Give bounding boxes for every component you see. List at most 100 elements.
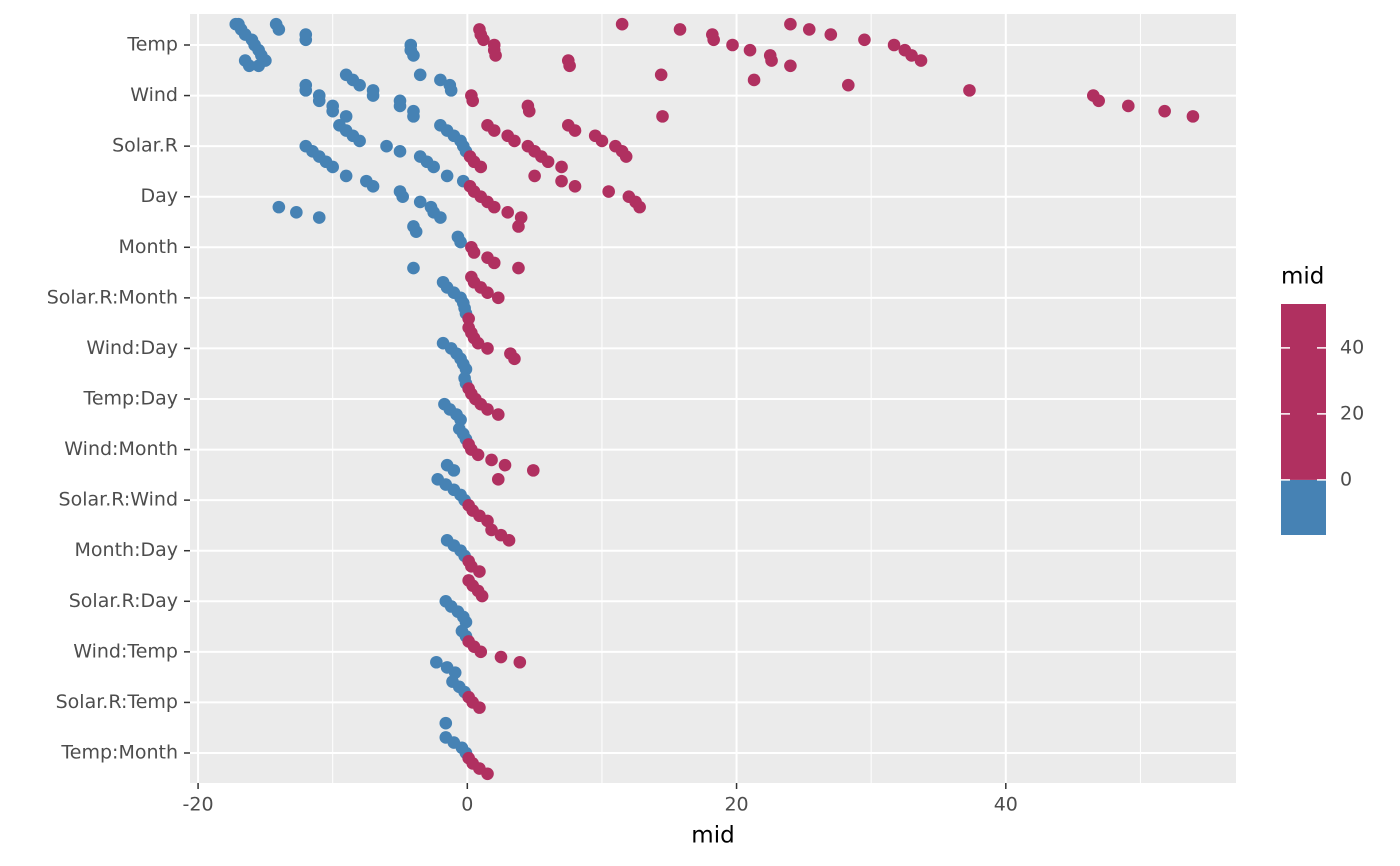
point bbox=[498, 458, 512, 472]
point bbox=[487, 124, 501, 137]
point bbox=[427, 160, 440, 174]
point bbox=[312, 211, 326, 224]
point bbox=[1122, 99, 1135, 113]
point bbox=[914, 54, 928, 67]
y-tick-label: Wind bbox=[130, 84, 178, 106]
point bbox=[633, 200, 646, 214]
y-tick-label: Solar.R:Wind bbox=[59, 489, 178, 511]
point bbox=[326, 160, 339, 174]
point bbox=[485, 523, 498, 537]
point bbox=[784, 59, 797, 73]
point bbox=[491, 408, 505, 421]
point bbox=[299, 84, 313, 97]
point bbox=[407, 261, 420, 275]
point bbox=[654, 68, 668, 82]
point bbox=[407, 49, 420, 62]
y-tick-label: Day bbox=[140, 185, 178, 207]
point bbox=[471, 448, 485, 462]
point bbox=[413, 68, 427, 82]
y-tick-label: Solar.R:Month bbox=[47, 286, 178, 308]
point bbox=[489, 49, 502, 62]
colorbar-negative bbox=[1281, 479, 1326, 535]
colorbar-positive bbox=[1281, 304, 1326, 480]
point bbox=[413, 195, 427, 209]
y-tick-label: Temp:Month bbox=[60, 742, 178, 764]
point bbox=[595, 134, 609, 148]
point bbox=[272, 200, 286, 214]
point bbox=[526, 464, 540, 477]
y-tick-label: Wind:Month bbox=[64, 438, 178, 460]
point bbox=[473, 701, 486, 714]
point bbox=[339, 110, 353, 123]
point bbox=[487, 256, 501, 270]
point bbox=[326, 104, 339, 118]
point bbox=[393, 99, 407, 113]
point bbox=[477, 33, 490, 47]
point bbox=[407, 110, 420, 123]
y-tick-label: Temp bbox=[126, 34, 178, 56]
point bbox=[487, 200, 501, 214]
point bbox=[726, 38, 739, 52]
point bbox=[502, 534, 516, 547]
y-tick-label: Solar.R:Day bbox=[69, 590, 178, 612]
point bbox=[467, 246, 481, 259]
point bbox=[339, 169, 353, 183]
x-tick-label: -20 bbox=[183, 794, 214, 816]
point bbox=[353, 134, 366, 148]
point bbox=[447, 464, 461, 477]
point bbox=[765, 54, 778, 67]
point bbox=[396, 190, 410, 204]
point bbox=[1186, 110, 1200, 123]
point bbox=[784, 17, 797, 31]
point bbox=[366, 89, 380, 102]
colorbar-tick-label: 20 bbox=[1340, 402, 1364, 424]
point bbox=[238, 54, 252, 67]
point bbox=[513, 655, 527, 669]
point bbox=[474, 645, 488, 659]
point bbox=[290, 206, 303, 219]
point bbox=[802, 23, 816, 36]
point bbox=[656, 110, 669, 123]
point bbox=[434, 211, 447, 224]
point bbox=[508, 352, 521, 366]
point bbox=[512, 261, 525, 275]
point bbox=[905, 49, 918, 62]
point bbox=[841, 78, 855, 92]
point bbox=[512, 220, 525, 233]
point bbox=[563, 59, 576, 73]
y-tick-label: Month bbox=[118, 236, 178, 258]
point bbox=[1092, 94, 1105, 108]
colorbar-tick-label: 40 bbox=[1340, 336, 1364, 358]
x-tick-label: 40 bbox=[994, 794, 1018, 816]
point bbox=[269, 17, 283, 31]
point bbox=[481, 403, 494, 416]
point bbox=[440, 169, 454, 183]
point bbox=[541, 155, 555, 169]
point bbox=[494, 650, 508, 664]
point bbox=[887, 38, 901, 52]
x-tick-label: 0 bbox=[461, 794, 473, 816]
point bbox=[312, 94, 326, 108]
point bbox=[409, 225, 423, 238]
y-tick-label: Month:Day bbox=[75, 539, 178, 561]
point bbox=[380, 139, 393, 153]
legend-title: mid bbox=[1281, 264, 1324, 290]
point bbox=[1158, 104, 1171, 118]
point bbox=[430, 655, 443, 669]
point bbox=[481, 286, 494, 299]
point bbox=[568, 124, 582, 137]
x-tick-label: 20 bbox=[724, 794, 748, 816]
point bbox=[481, 342, 494, 355]
point bbox=[471, 336, 485, 350]
point bbox=[462, 312, 475, 325]
colorbar-tick-label: 0 bbox=[1340, 468, 1352, 490]
point bbox=[393, 145, 407, 158]
y-tick-label: Temp:Day bbox=[82, 388, 178, 410]
point bbox=[555, 160, 568, 174]
point bbox=[353, 78, 366, 92]
point bbox=[858, 33, 871, 47]
point bbox=[475, 589, 489, 603]
point bbox=[963, 84, 976, 97]
